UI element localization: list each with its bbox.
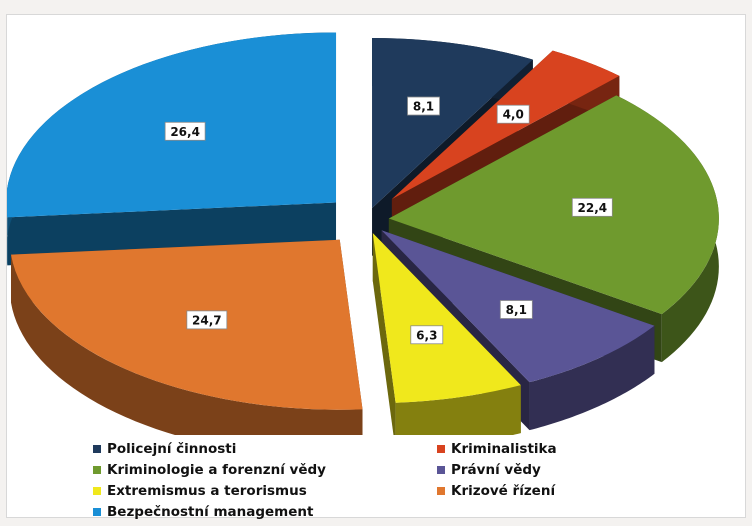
chart-legend: Policejní činnosti Kriminalistika Kriminol… [93, 439, 653, 521]
legend-swatch [437, 444, 445, 453]
data-label-box-0 [407, 96, 440, 116]
data-label-3: 8,1 [506, 303, 527, 317]
data-label-box-2 [571, 197, 613, 217]
data-labels: 8,1 4,0 22,4 8,1 6,3 24,7 26,4 [164, 96, 613, 345]
data-label-box-5 [186, 310, 228, 330]
data-label-2: 22,4 [578, 201, 608, 215]
legend-item: Policejní činnosti [93, 439, 437, 458]
legend-swatch [93, 444, 101, 453]
data-label-4: 6,3 [416, 328, 437, 342]
data-label-box-6 [164, 121, 206, 141]
legend-swatch [93, 486, 101, 495]
data-label-5: 24,7 [192, 313, 222, 327]
pie-slice-0 [372, 38, 533, 209]
pie-slice-1 [391, 50, 620, 200]
legend-label: Kriminalistika [451, 440, 557, 457]
legend-item: Kriminalistika [437, 439, 653, 458]
legend-swatch [93, 507, 101, 516]
pie-slice-4 [372, 233, 521, 403]
data-label-0: 8,1 [413, 100, 434, 114]
legend-swatch [437, 465, 445, 474]
chart-frame: 8,1 4,0 22,4 8,1 6,3 24,7 26,4 Policejní činno… [6, 14, 746, 521]
data-label-box-3 [499, 300, 533, 319]
legend-item: Kriminologie a forenzní vědy [93, 460, 437, 479]
data-label-6: 26,4 [170, 125, 200, 139]
legend-label: Policejní činnosti [107, 440, 237, 457]
legend-item: Bezpečnostní management [93, 502, 437, 521]
legend-label: Právní vědy [451, 461, 541, 478]
data-label-box-1 [496, 104, 530, 124]
legend-swatch [93, 465, 101, 474]
legend-item: Právní vědy [437, 460, 653, 479]
legend-label: Bezpečnostní management [107, 503, 314, 520]
legend-label: Extremismus a terorismus [107, 482, 307, 499]
legend-label: Kriminologie a forenzní vědy [107, 461, 326, 478]
legend-item: Krizové řízení [437, 481, 653, 500]
pie-slice-2 [388, 95, 719, 315]
legend-item: Extremismus a terorismus [93, 481, 437, 500]
data-label-1: 4,0 [503, 108, 524, 122]
data-label-box-4 [410, 325, 444, 345]
legend-swatch [437, 486, 445, 495]
legend-label: Krizové řízení [451, 482, 556, 499]
pie-chart: 8,1 4,0 22,4 8,1 6,3 24,7 26,4 [7, 32, 719, 435]
